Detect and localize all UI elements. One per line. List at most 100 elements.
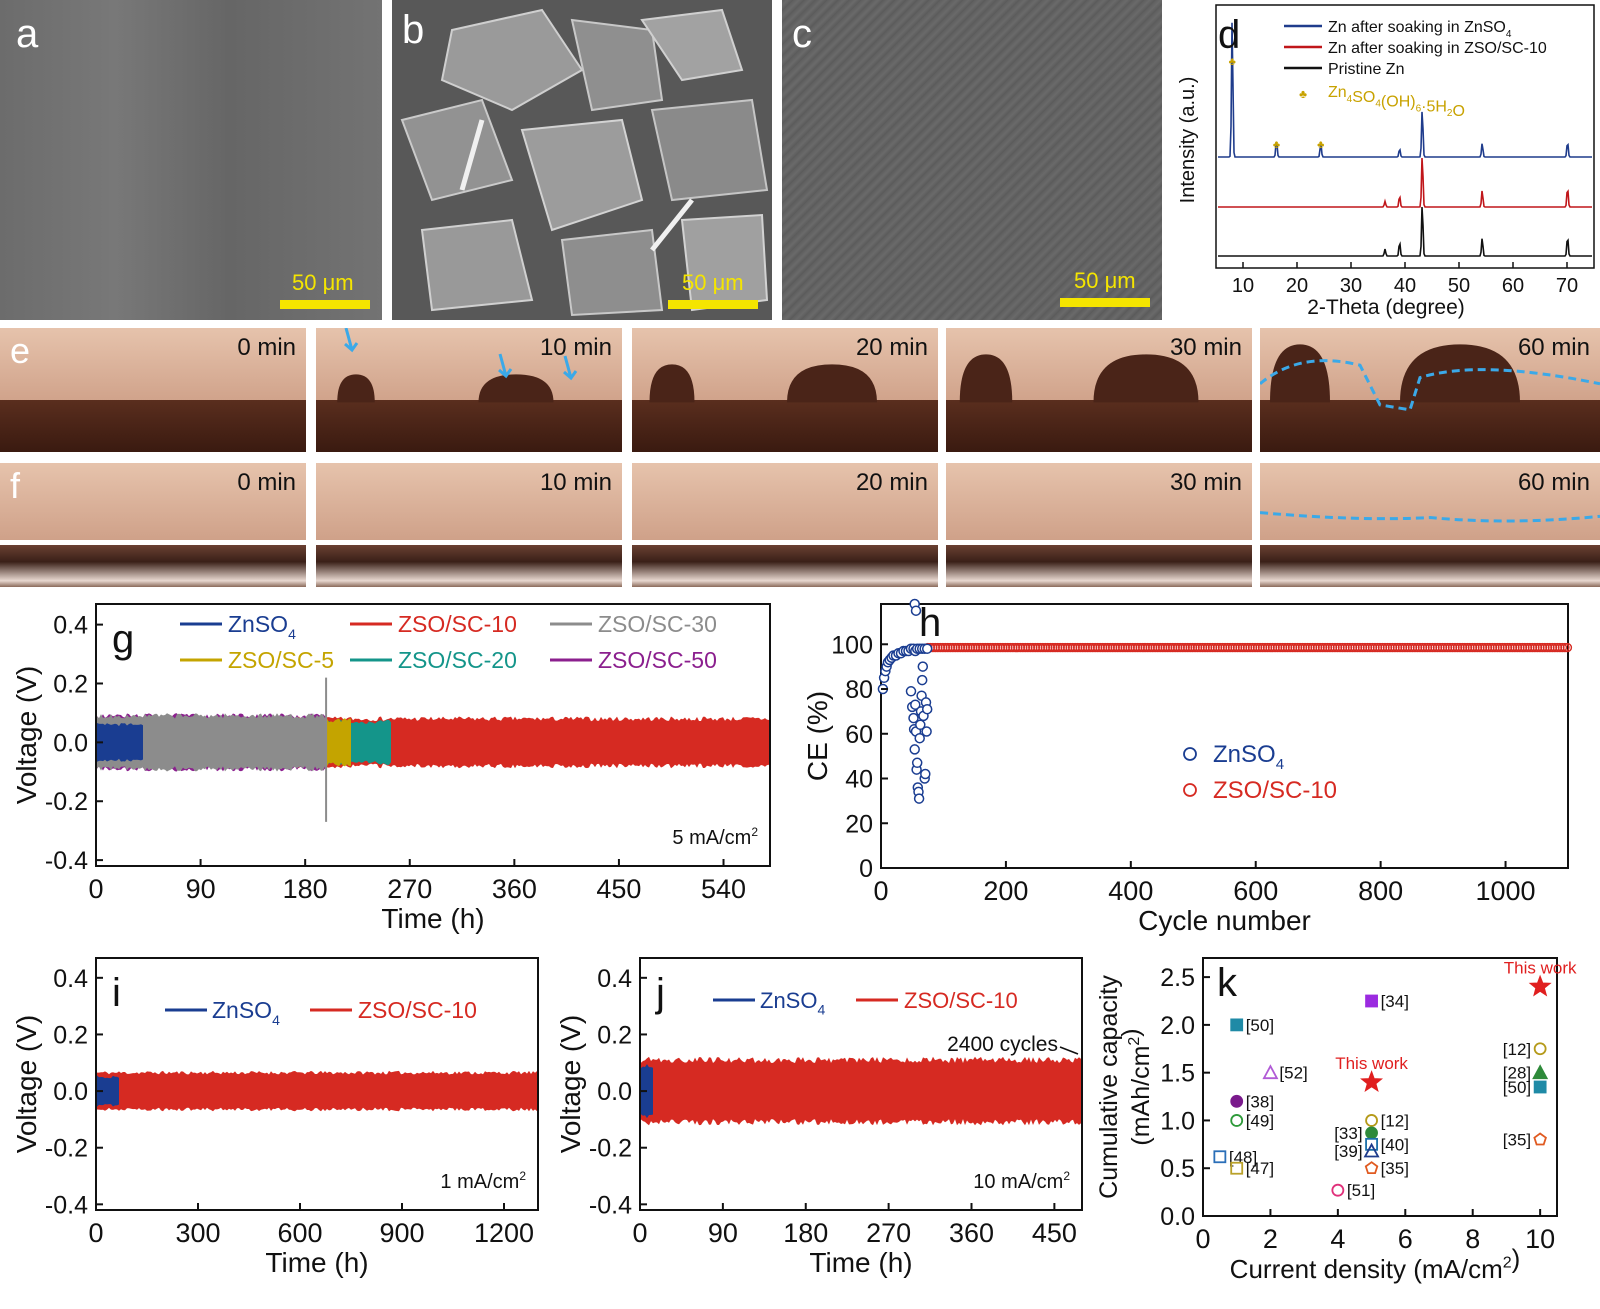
legend-label: Zn4SO4(OH)6·5H2O: [1328, 84, 1465, 120]
legend-label: Zn after soaking in ZnSO4: [1328, 19, 1512, 40]
ce-point-znso4: [915, 719, 926, 731]
legend-label: ZnSO4: [760, 988, 825, 1018]
scale-bar-label: 50 μm: [1074, 268, 1136, 293]
dendrite: [337, 374, 375, 403]
panel-letter-a: a: [16, 12, 39, 56]
x-tick-label: 1200: [474, 1218, 534, 1248]
x-tick-label: 800: [1358, 876, 1403, 906]
x-tick-label: 540: [701, 874, 746, 904]
panel-letter-j: j: [655, 971, 665, 1015]
optical-frame: 60 min: [1260, 328, 1600, 452]
xrd-series-line: [1218, 22, 1592, 158]
x-tick-label: 0: [88, 1218, 103, 1248]
data-marker: [1365, 1137, 1378, 1151]
legend-label: Zn after soaking in ZSO/SC-10: [1328, 40, 1547, 57]
dendrite: [1270, 344, 1330, 403]
data-label: [35]: [1381, 1159, 1409, 1178]
x-tick-label: 0: [632, 1218, 647, 1248]
zinc-electrode-region: [632, 544, 938, 587]
sem-image-c: c 50 μm: [782, 0, 1162, 320]
x-tick-label: 8: [1465, 1224, 1480, 1254]
voltage-chart-i: -0.4 -0.2 0.0 0.2 0.4 0 300 600 900 1200 Time (h) V…: [11, 957, 539, 1278]
data-label: [38]: [1246, 1092, 1274, 1111]
x-tick-label: 90: [186, 874, 216, 904]
legend-label: ZSO/SC-10: [1213, 777, 1337, 804]
y-axis-label: (mAh/cm2): [1117, 1028, 1155, 1145]
y-tick-label: 2.0: [1160, 1012, 1195, 1040]
optical-frame: 20 min: [632, 328, 938, 452]
data-marker: [1230, 1114, 1244, 1127]
x-tick-label: 90: [708, 1218, 738, 1248]
data-label: [33]: [1334, 1124, 1362, 1143]
data-marker: [1230, 1161, 1244, 1175]
y-axis-label: Cumulative capacity: [1095, 975, 1123, 1199]
data-marker: [1365, 994, 1378, 1008]
y-axis-label: Voltage (V): [555, 1015, 586, 1154]
surface-outline: [1260, 359, 1600, 412]
x-tick-label: 10: [1232, 275, 1254, 297]
panel-letter-f: f: [10, 465, 21, 506]
ce-point-znso4: [909, 744, 920, 755]
y-tick-label: 0.4: [53, 965, 88, 993]
ce-point-znso4: [914, 732, 925, 744]
data-marker: [1365, 1114, 1378, 1127]
x-tick-label: 300: [175, 1218, 220, 1248]
data-label: [28]: [1503, 1064, 1531, 1083]
zinc-electrode-region: [632, 399, 938, 452]
club-marker: ♣: [1273, 139, 1280, 151]
y-tick-label: 100: [831, 631, 873, 659]
optical-frame: 60 min: [1260, 463, 1600, 587]
panel-letter-e: e: [10, 330, 31, 371]
legend-label: ZSO/SC-50: [598, 647, 717, 673]
y-tick-label: 0.5: [1160, 1155, 1195, 1183]
x-tick-label: 0: [873, 876, 888, 906]
current-density-note: 1 mA/cm2: [440, 1169, 526, 1193]
time-label: 10 min: [539, 469, 612, 496]
voltage-band-znso4: [97, 1075, 119, 1107]
club-marker: ♣: [1299, 87, 1307, 101]
scale-bar: [280, 300, 370, 309]
panel-letter-h: h: [919, 601, 941, 645]
legend-label: ZnSO4: [1213, 741, 1284, 773]
current-density-note: 5 mA/cm2: [672, 825, 758, 849]
electrolyte-region: [946, 463, 1252, 540]
current-density-note: 10 mA/cm2: [973, 1169, 1070, 1193]
time-label: 0 min: [237, 334, 296, 361]
y-tick-label: 20: [845, 810, 873, 838]
panel-letter-g: g: [112, 617, 134, 661]
data-label: [39]: [1334, 1142, 1362, 1161]
y-tick-label: 40: [845, 766, 873, 794]
panel-letter-d: d: [1218, 13, 1240, 57]
time-label: 20 min: [855, 469, 928, 496]
x-tick-label: 70: [1556, 275, 1578, 297]
data-marker: [1262, 1064, 1279, 1080]
x-tick-label: 180: [283, 874, 328, 904]
scale-bar-label: 50 μm: [292, 270, 354, 295]
club-marker: ♣: [1229, 56, 1236, 68]
data-label: [35]: [1503, 1131, 1531, 1150]
y-tick-label: 60: [845, 721, 873, 749]
ce-point-znso4: [921, 726, 932, 737]
data-marker: [1360, 1070, 1384, 1092]
x-tick-label: 2: [1263, 1224, 1278, 1254]
data-marker: [1364, 1161, 1379, 1175]
y-tick-label: 0.0: [1160, 1203, 1195, 1231]
zinc-electrode-region: [1260, 544, 1600, 587]
ce-point-znso4: [910, 605, 922, 616]
x-tick-label: 60: [1502, 275, 1524, 297]
optical-frame: 10 min: [316, 463, 622, 587]
optical-frame: 20 min: [632, 463, 938, 587]
sem-image-b: b 50 μm: [392, 0, 772, 320]
dendrite: [1093, 354, 1199, 403]
dendrite: [478, 374, 554, 403]
zinc-electrode-region: [946, 544, 1252, 587]
legend-label: ZnSO4: [228, 611, 296, 642]
ce-point-znso4: [916, 674, 928, 686]
electrolyte-region: [632, 463, 938, 540]
optical-frame: 30 min: [946, 463, 1252, 587]
y-axis-label: CE (%): [802, 691, 833, 781]
y-tick-label: 0: [859, 855, 873, 883]
x-tick-label: 10: [1525, 1224, 1555, 1254]
dendrite-bumps: [959, 354, 1199, 403]
blue-arrow: [563, 355, 578, 381]
